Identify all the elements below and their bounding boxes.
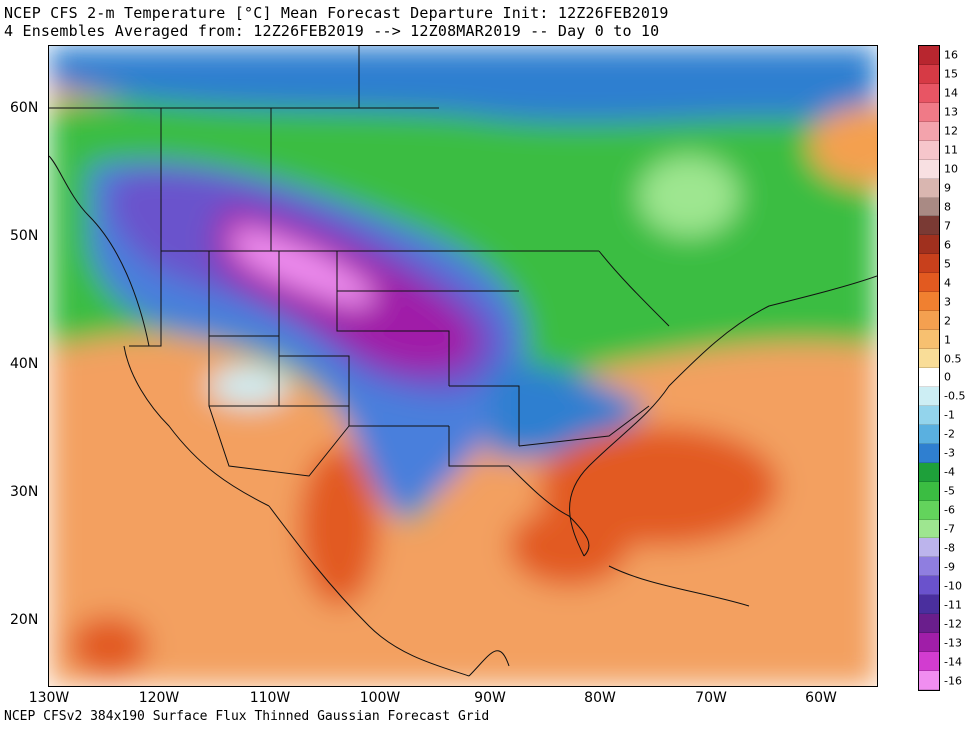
color-scale-label: -4 — [944, 465, 955, 479]
lon-label-80w: 80W — [584, 690, 616, 706]
color-scale-swatch — [919, 614, 939, 634]
color-scale-label: 8 — [944, 200, 951, 214]
color-scale-swatch — [919, 652, 939, 672]
color-scale-swatch — [919, 462, 939, 482]
color-scale-swatch — [919, 273, 939, 293]
color-scale-label: 0 — [944, 370, 951, 384]
lat-label-30n: 30N — [10, 484, 39, 500]
color-scale-label: -5 — [944, 484, 955, 498]
color-scale-label: -13 — [944, 636, 962, 650]
lon-label-120w: 120W — [138, 690, 180, 706]
color-scale-swatch — [919, 292, 939, 312]
color-scale-label: -8 — [944, 541, 955, 555]
map-title: NCEP CFS 2-m Temperature [°C] Mean Forec… — [4, 4, 669, 22]
color-scale-label: -7 — [944, 522, 955, 536]
color-scale-swatch — [919, 64, 939, 84]
color-scale-swatch — [919, 557, 939, 577]
color-scale-label: 6 — [944, 238, 951, 252]
lon-label-70w: 70W — [695, 690, 727, 706]
color-scale-swatch — [919, 595, 939, 615]
color-scale-label: 16 — [944, 48, 958, 62]
color-scale-label: 11 — [944, 143, 958, 157]
lat-label-40n: 40N — [10, 356, 39, 372]
color-scale-label: 1 — [944, 333, 951, 347]
color-scale-label: -1 — [944, 408, 955, 422]
color-scale-label: 4 — [944, 276, 951, 290]
lon-label-110w: 110W — [249, 690, 291, 706]
color-scale-swatch — [919, 519, 939, 539]
color-scale-swatch — [919, 481, 939, 501]
color-scale-label: 7 — [944, 219, 951, 233]
color-scale-swatch — [919, 405, 939, 425]
color-scale-swatch — [919, 121, 939, 141]
color-scale-swatch — [919, 671, 939, 690]
color-scale-label: 14 — [944, 86, 958, 100]
color-scale-swatch — [919, 311, 939, 331]
color-scale-label: 9 — [944, 181, 951, 195]
color-scale-label: 2 — [944, 314, 951, 328]
color-scale-label: 3 — [944, 295, 951, 309]
anomaly-field — [49, 46, 877, 686]
color-scale-label: -11 — [944, 598, 962, 612]
color-scale-swatch — [919, 633, 939, 653]
color-scale-label: 0.5 — [944, 352, 962, 366]
color-scale-swatch — [919, 102, 939, 122]
color-scale-swatch — [919, 538, 939, 558]
color-scale-swatch — [919, 197, 939, 217]
color-scale-swatch — [919, 178, 939, 198]
lon-label-90w: 90W — [474, 690, 506, 706]
political-borders — [49, 46, 877, 677]
color-scale-label: -14 — [944, 655, 962, 669]
grid-footnote: NCEP CFSv2 384x190 Surface Flux Thinned … — [4, 709, 490, 724]
color-scale-label: -6 — [944, 503, 955, 517]
color-scale-label: -3 — [944, 446, 955, 460]
color-scale-swatch — [919, 349, 939, 368]
lat-label-20n: 20N — [10, 612, 39, 628]
color-scale-swatch — [919, 500, 939, 520]
color-scale-swatch — [919, 330, 939, 350]
color-scale-swatch — [919, 424, 939, 444]
color-scale-swatch — [919, 443, 939, 463]
color-scale-swatch — [919, 140, 939, 160]
color-scale-label: 10 — [944, 162, 958, 176]
color-scale-swatch — [919, 159, 939, 179]
color-scale-label: 12 — [944, 124, 958, 138]
color-scale-label: 5 — [944, 257, 951, 271]
lon-label-100w: 100W — [359, 690, 401, 706]
lon-label-60w: 60W — [805, 690, 837, 706]
color-scale-label: 15 — [944, 67, 958, 81]
color-scale-swatch — [919, 216, 939, 236]
color-scale-swatch — [919, 368, 939, 387]
color-scale-label: -10 — [944, 579, 962, 593]
color-scale-swatch — [919, 576, 939, 596]
color-scale-label: -12 — [944, 617, 962, 631]
lat-label-50n: 50N — [10, 228, 39, 244]
color-scale-label: -0.5 — [944, 389, 966, 403]
color-scale-label: -16 — [944, 674, 962, 688]
map-canvas — [49, 46, 877, 686]
color-scale-swatch — [919, 386, 939, 406]
color-scale-bar — [918, 45, 940, 691]
lat-label-60n: 60N — [10, 100, 39, 116]
color-scale-swatch — [919, 235, 939, 255]
color-scale-label: -2 — [944, 427, 955, 441]
color-scale-label: -9 — [944, 560, 955, 574]
color-scale-swatch — [919, 254, 939, 274]
color-scale-swatch — [919, 83, 939, 103]
color-scale-label: 13 — [944, 105, 958, 119]
color-scale-swatch — [919, 46, 939, 65]
map-subtitle: 4 Ensembles Averaged from: 12Z26FEB2019 … — [4, 22, 660, 40]
lon-label-130w: 130W — [28, 690, 70, 706]
temperature-anomaly-map — [48, 45, 878, 687]
